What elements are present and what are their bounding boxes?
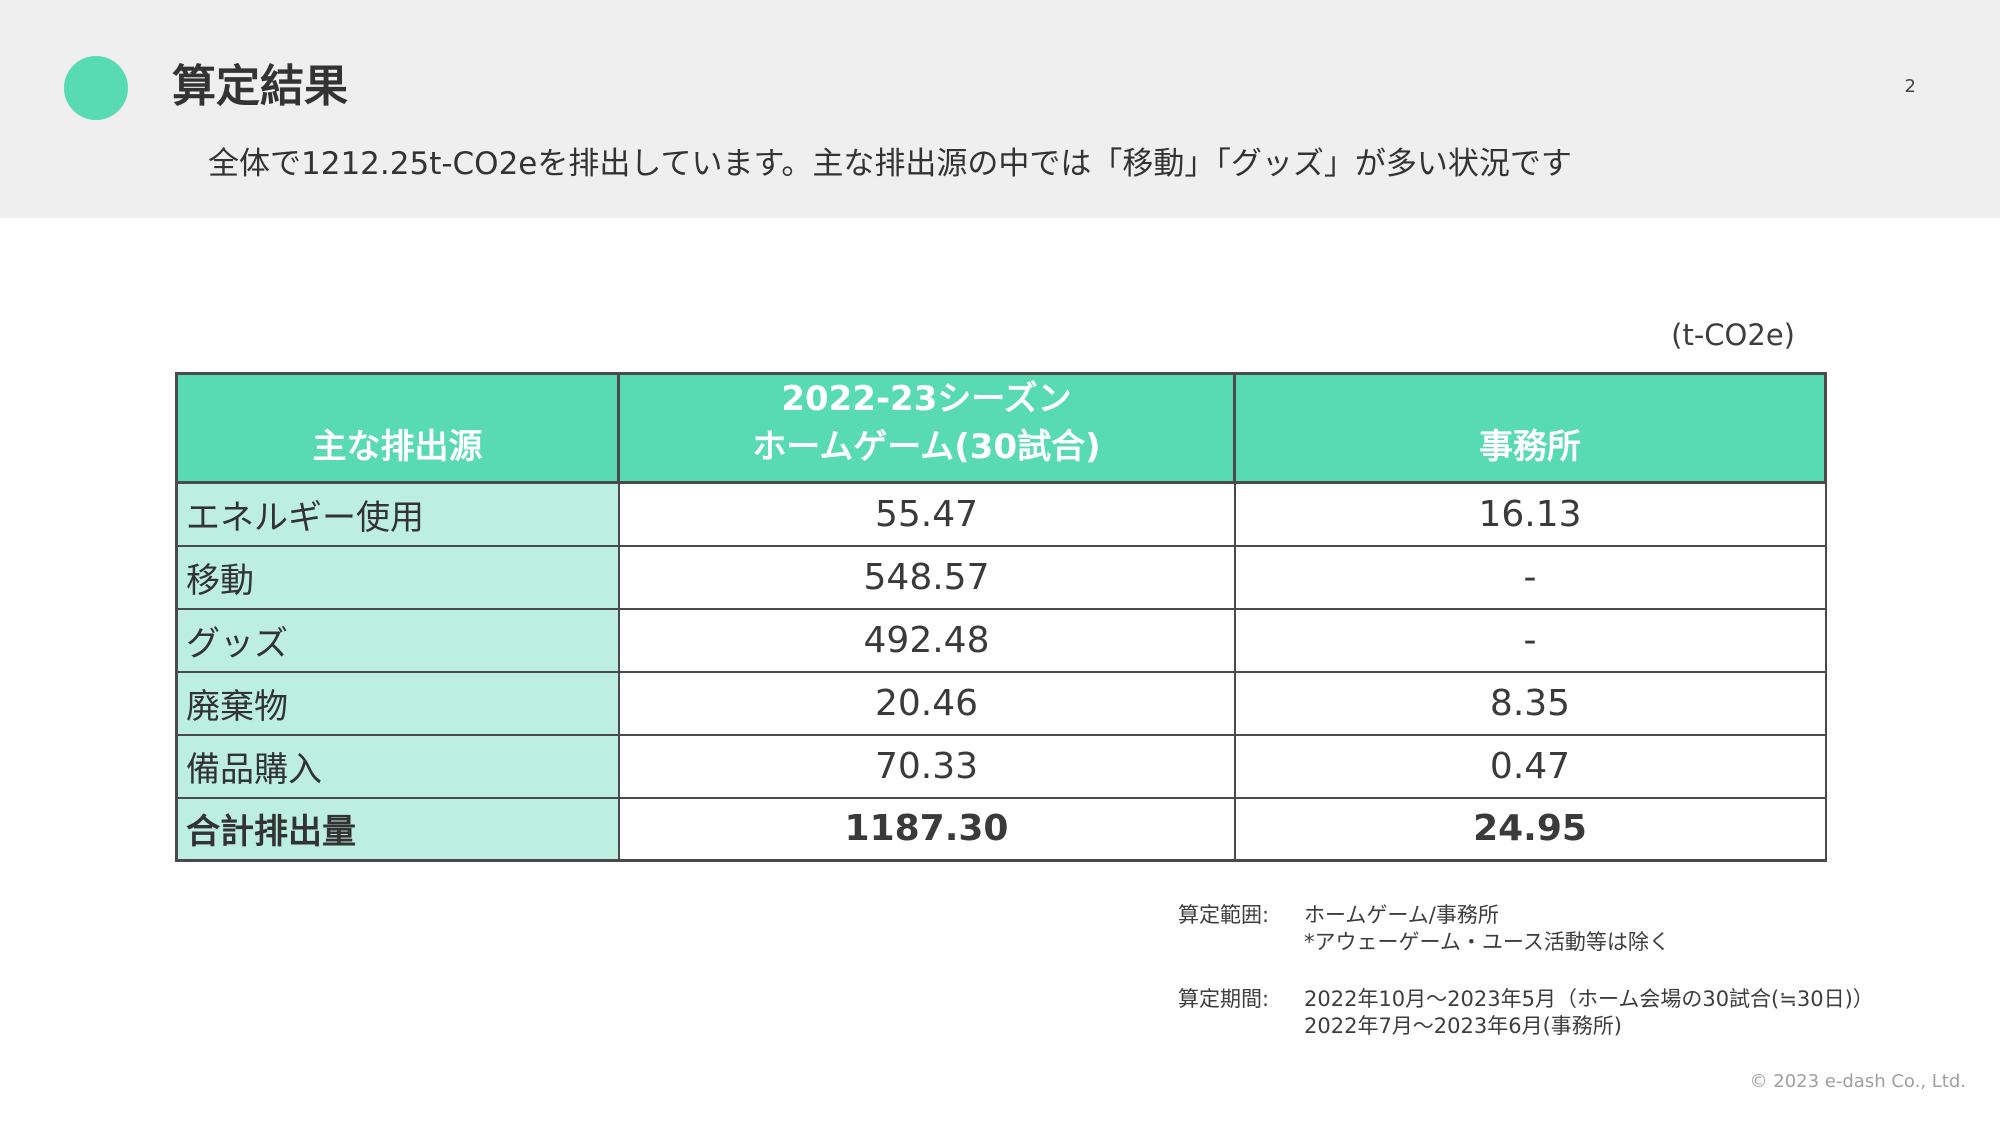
table-header-row: 主な排出源 2022-23シーズン ホームゲーム(30試合) 事務所 (175, 372, 1827, 484)
table-row: エネルギー使用 55.47 16.13 (175, 481, 1827, 547)
row-label: 移動 (175, 544, 620, 610)
period-note: 算定期間: 2022年10月～2023年5月（ホーム会場の30試合(≒30日)）… (1178, 986, 1874, 1040)
column-header-source: 主な排出源 (175, 372, 620, 484)
scope-label: 算定範囲: (1178, 903, 1270, 927)
office-total: 24.95 (1233, 796, 1827, 862)
home-games-value: 55.47 (617, 481, 1236, 547)
period-line: 2022年7月～2023年6月(事務所) (1304, 1014, 1622, 1038)
scope-line: *アウェーゲーム・ユース活動等は除く (1304, 930, 1670, 954)
table-row: グッズ 492.48 - (175, 607, 1827, 673)
home-games-value: 70.33 (617, 733, 1236, 799)
home-games-value: 20.46 (617, 670, 1236, 736)
column-header-label: 主な排出源 (312, 427, 483, 467)
calculation-notes: 算定範囲: ホームゲーム/事務所 *アウェーゲーム・ユース活動等は除く 算定期間… (1178, 902, 1874, 1070)
row-label: 廃棄物 (175, 670, 620, 736)
column-header-office: 事務所 (1233, 372, 1827, 484)
column-header-line: 2022-23シーズン (781, 379, 1072, 419)
emissions-table: 主な排出源 2022-23シーズン ホームゲーム(30試合) 事務所 エネルギー… (175, 372, 1827, 862)
scope-note: 算定範囲: ホームゲーム/事務所 *アウェーゲーム・ユース活動等は除く (1178, 902, 1874, 956)
row-label: 備品購入 (175, 733, 620, 799)
column-header-home-games: 2022-23シーズン ホームゲーム(30試合) (617, 372, 1236, 484)
column-header-line: ホームゲーム(30試合) (752, 427, 1101, 467)
summary-subtitle: 全体で1212.25t-CO2eを排出しています。主な排出源の中では「移動」「グ… (208, 146, 1572, 182)
total-label: 合計排出量 (175, 796, 620, 862)
copyright: © 2023 e-dash Co., Ltd. (1749, 1071, 1966, 1092)
table-row: 備品購入 70.33 0.47 (175, 733, 1827, 799)
page-title: 算定結果 (172, 61, 348, 112)
page-number: 2 (1904, 76, 1916, 97)
office-value: 8.35 (1233, 670, 1827, 736)
office-value: 16.13 (1233, 481, 1827, 547)
home-games-value: 548.57 (617, 544, 1236, 610)
office-value: 0.47 (1233, 733, 1827, 799)
scope-line: ホームゲーム/事務所 (1304, 903, 1499, 927)
period-label: 算定期間: (1178, 987, 1270, 1011)
office-value: - (1233, 607, 1827, 673)
column-header-label: 事務所 (1479, 427, 1581, 467)
title-bullet-circle (64, 56, 128, 120)
office-value: - (1233, 544, 1827, 610)
table-row: 廃棄物 20.46 8.35 (175, 670, 1827, 736)
table-total-row: 合計排出量 1187.30 24.95 (175, 796, 1827, 862)
row-label: グッズ (175, 607, 620, 673)
header-band (0, 0, 2000, 218)
row-label: エネルギー使用 (175, 481, 620, 547)
home-games-total: 1187.30 (617, 796, 1236, 862)
table-row: 移動 548.57 - (175, 544, 1827, 610)
home-games-value: 492.48 (617, 607, 1236, 673)
unit-label: (t-CO2e) (1671, 318, 1795, 352)
period-line: 2022年10月～2023年5月（ホーム会場の30試合(≒30日)） (1304, 987, 1874, 1011)
